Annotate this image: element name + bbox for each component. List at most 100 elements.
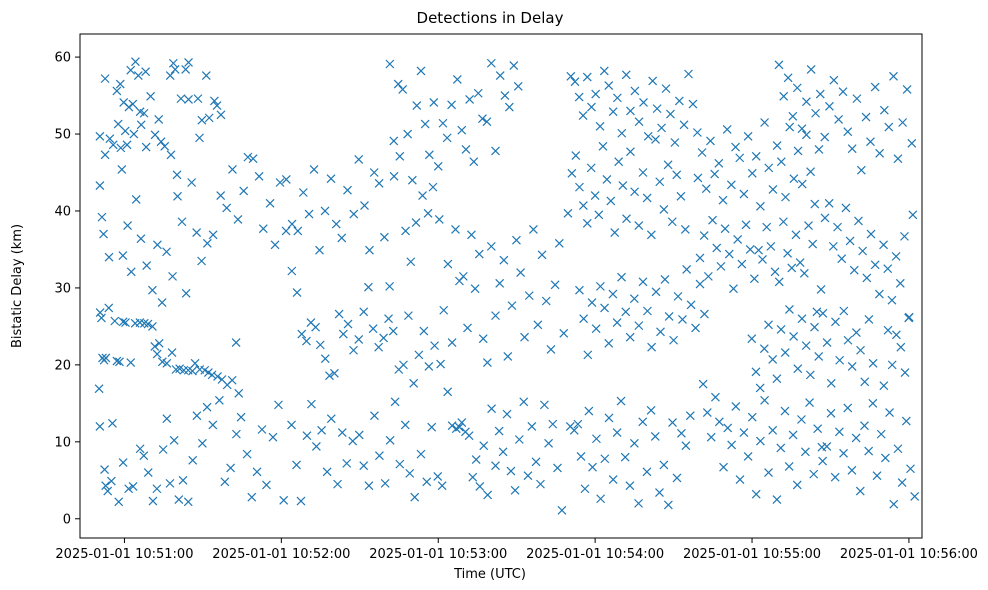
data-point	[801, 97, 811, 107]
data-point	[374, 178, 384, 188]
data-point	[811, 108, 820, 118]
data-point	[617, 128, 627, 138]
data-point	[139, 108, 149, 118]
data-point	[582, 218, 592, 228]
data-point	[783, 248, 793, 258]
data-point	[870, 82, 880, 92]
data-point	[814, 351, 824, 361]
data-point	[638, 277, 648, 287]
data-point	[626, 106, 635, 116]
data-point	[695, 279, 705, 289]
data-point	[822, 338, 832, 347]
data-point	[726, 180, 736, 190]
data-point	[302, 431, 312, 441]
data-point	[591, 324, 601, 334]
data-point	[887, 360, 897, 370]
data-point	[828, 241, 838, 251]
data-point	[820, 213, 830, 223]
data-point	[693, 173, 703, 183]
data-point	[100, 465, 110, 474]
data-point	[281, 175, 291, 184]
data-point	[747, 412, 757, 422]
data-point	[841, 203, 851, 213]
data-point	[655, 488, 664, 498]
data-point	[883, 325, 893, 335]
data-point	[735, 475, 745, 484]
data-point	[447, 338, 457, 347]
data-point	[800, 447, 810, 457]
data-point	[470, 284, 480, 294]
data-point	[478, 334, 488, 344]
data-point	[889, 499, 899, 509]
data-point	[661, 84, 671, 94]
data-point	[128, 99, 138, 109]
data-point	[676, 191, 686, 201]
data-point	[612, 428, 622, 438]
data-point	[830, 472, 840, 482]
data-point	[513, 81, 523, 91]
data-point	[293, 226, 303, 236]
data-point	[343, 185, 352, 195]
data-point	[831, 317, 840, 327]
data-point	[97, 212, 107, 222]
data-point	[183, 497, 193, 507]
data-point	[768, 185, 778, 194]
data-point	[309, 165, 319, 174]
data-point	[499, 255, 509, 265]
data-point	[287, 266, 297, 276]
data-point	[491, 311, 500, 321]
data-point	[121, 318, 130, 327]
data-point	[422, 477, 432, 487]
data-point	[575, 285, 584, 295]
data-point	[622, 214, 631, 224]
data-point	[406, 257, 416, 267]
data-point	[716, 261, 726, 271]
data-point	[820, 132, 830, 142]
data-point	[231, 338, 241, 347]
data-point	[592, 434, 601, 444]
data-point	[650, 432, 660, 441]
data-point	[306, 399, 316, 409]
data-point	[192, 228, 202, 237]
data-point	[874, 289, 884, 299]
data-point	[700, 309, 709, 319]
data-point	[231, 429, 241, 439]
data-point	[142, 261, 152, 271]
data-point	[718, 195, 728, 205]
data-point	[879, 105, 889, 115]
data-point	[471, 455, 481, 464]
data-point	[469, 157, 479, 167]
data-point	[343, 319, 353, 329]
data-point	[576, 452, 586, 461]
data-point	[419, 326, 429, 336]
data-point	[220, 477, 230, 487]
data-point	[368, 324, 378, 334]
data-point	[168, 58, 178, 68]
data-point	[739, 428, 749, 438]
data-point	[812, 307, 822, 317]
data-point	[643, 131, 653, 141]
data-point	[760, 118, 770, 127]
data-point	[443, 259, 453, 269]
data-point	[826, 408, 836, 418]
data-point	[847, 465, 857, 475]
data-point	[315, 245, 324, 255]
data-point	[187, 178, 197, 187]
data-point	[659, 205, 669, 214]
data-point	[439, 305, 449, 315]
data-point	[856, 165, 866, 175]
data-point	[868, 398, 878, 408]
data-point	[292, 288, 302, 297]
data-point	[495, 278, 505, 288]
data-point	[104, 303, 114, 313]
data-point	[731, 401, 741, 411]
data-point	[895, 278, 905, 288]
data-point	[311, 322, 321, 332]
data-point	[574, 92, 584, 102]
data-point	[258, 224, 268, 234]
data-point	[566, 71, 576, 81]
data-point	[674, 96, 684, 106]
data-point	[118, 251, 128, 261]
data-point	[776, 325, 786, 334]
data-point	[281, 226, 291, 236]
